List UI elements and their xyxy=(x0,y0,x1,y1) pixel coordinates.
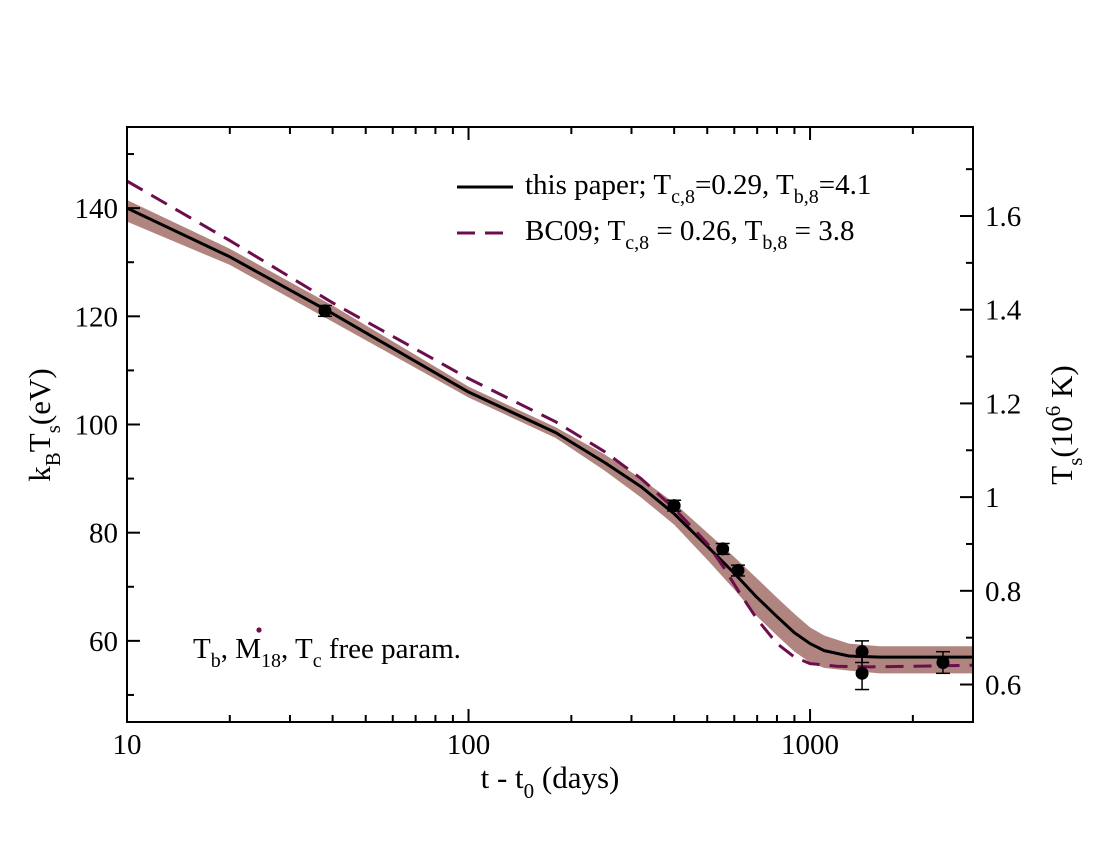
y2-tick-label: 1.2 xyxy=(985,388,1021,420)
y-tick-label: 120 xyxy=(75,301,119,333)
m-dot-accent xyxy=(256,627,262,633)
point-marker xyxy=(318,304,332,318)
annotation-text: Tb, M18, Tc free param. xyxy=(193,633,461,672)
point-marker xyxy=(855,666,869,680)
y-tick-label: 100 xyxy=(75,410,119,442)
y2-tick-label: 1.6 xyxy=(985,201,1021,233)
plot-area xyxy=(126,179,974,691)
x-tick-label: 10 xyxy=(113,729,142,761)
legend-entry-2: BC09; Tc,8 = 0.26, Tb,8 = 3.8 xyxy=(525,215,854,254)
legend: this paper; Tc,8=0.29, Tb,8=4.1 BC09; Tc… xyxy=(457,169,871,254)
x-tick-label: 100 xyxy=(447,729,491,761)
data-point xyxy=(667,499,682,513)
y2-tick-label: 0.6 xyxy=(985,670,1021,702)
legend-entry-1: this paper; Tc,8=0.29, Tb,8=4.1 xyxy=(525,169,871,208)
data-point xyxy=(935,650,950,675)
x-axis-label: t - t0 (days) xyxy=(481,760,620,803)
y-tick-label: 140 xyxy=(75,193,119,225)
data-point xyxy=(855,640,870,664)
y2-tick-label: 1 xyxy=(985,482,1000,514)
y2-tick-label: 1.4 xyxy=(985,295,1022,327)
point-marker xyxy=(716,542,730,556)
y-axis-label: kBTs(eV) xyxy=(22,368,65,481)
series-line-dashed xyxy=(126,179,974,669)
data-point xyxy=(318,304,333,318)
data-point xyxy=(715,542,730,556)
point-marker xyxy=(855,645,869,659)
y-tick-label: 80 xyxy=(89,518,118,550)
point-marker xyxy=(667,499,681,513)
point-marker xyxy=(731,564,745,578)
y-tick-label: 60 xyxy=(89,626,118,658)
data-point xyxy=(855,656,870,691)
axes: 10 100 1000 60 80 100 120 140 0.6 0.8 1 1.2 1.4 1.6 xyxy=(75,127,1022,761)
data-point xyxy=(730,564,745,578)
y2-tick-label: 0.8 xyxy=(985,576,1021,608)
x-tick-label: 1000 xyxy=(781,729,839,761)
point-marker xyxy=(936,656,950,669)
y2-axis-label: Ts(106 K) xyxy=(1041,365,1087,484)
